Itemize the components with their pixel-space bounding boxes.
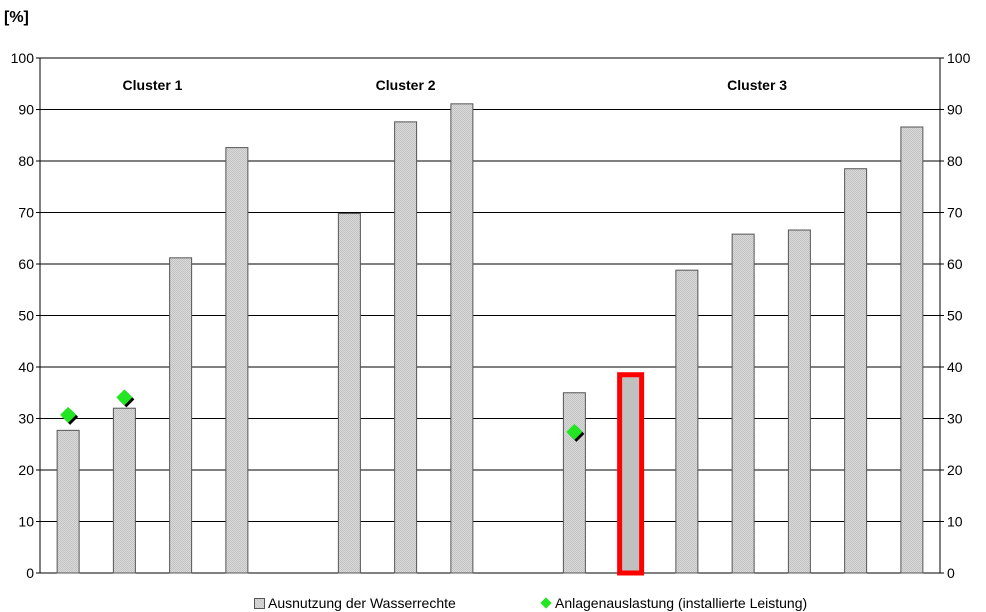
- cluster-label: Cluster 1: [123, 77, 183, 93]
- y-tick-label-left: 0: [26, 565, 34, 581]
- y-tick-label-right: 90: [947, 102, 963, 118]
- y-tick-label-left: 60: [18, 256, 34, 272]
- y-tick-label-right: 100: [947, 50, 971, 66]
- cluster-label: Cluster 2: [376, 77, 436, 93]
- y-tick-label-left: 10: [18, 514, 34, 530]
- y-tick-label-right: 70: [947, 205, 963, 221]
- bar: [562, 392, 586, 574]
- y-tick-label-right: 50: [947, 308, 963, 324]
- y-tick-label-left: 80: [18, 153, 34, 169]
- y-tick-label-left: 70: [18, 205, 34, 221]
- cluster-label: Cluster 3: [727, 77, 787, 93]
- bar-chart: 0 0 10 10 20 20 30 30 40 40 50 50 60 60 70 70 80 80 90 90 10…: [11, 50, 971, 581]
- bar: [675, 269, 699, 574]
- y-tick-label-right: 10: [947, 514, 963, 530]
- y-tick-label-left: 20: [18, 462, 34, 478]
- legend-item-diamonds: Anlagenauslastung (installierte Leistung…: [540, 595, 808, 611]
- legend-label-bars: Ausnutzung der Wasserrechte: [268, 595, 456, 611]
- bar: [225, 147, 249, 574]
- bar: [787, 229, 811, 574]
- diamond-marker: [566, 423, 583, 440]
- bar: [394, 121, 418, 574]
- y-axis-unit-label: [%]: [4, 9, 29, 26]
- y-tick-label-left: 30: [18, 411, 34, 427]
- diamond-marker: [60, 406, 77, 423]
- legend-bar-swatch: [254, 597, 265, 609]
- y-tick-label-right: 80: [947, 153, 963, 169]
- y-tick-label-left: 100: [11, 50, 35, 66]
- legend-item-bars: Ausnutzung der Wasserrechte: [254, 595, 456, 611]
- y-tick-label-left: 40: [18, 359, 34, 375]
- bar: [337, 213, 361, 574]
- bar: [56, 429, 80, 574]
- bar: [450, 103, 474, 574]
- bar: [900, 126, 924, 574]
- highlighted-bar: [617, 372, 645, 576]
- bar: [844, 168, 868, 574]
- y-tick-label-right: 20: [947, 462, 963, 478]
- y-tick-label-right: 40: [947, 359, 963, 375]
- y-tick-label-right: 60: [947, 256, 963, 272]
- diamond-marker: [116, 389, 133, 406]
- legend-label-diamonds: Anlagenauslastung (installierte Leistung…: [555, 595, 808, 611]
- bar: [169, 257, 193, 574]
- chart-legend: Ausnutzung der Wasserrechte Anlagenausla…: [0, 595, 986, 612]
- y-tick-label-right: 0: [947, 565, 955, 581]
- y-tick-label-left: 90: [18, 102, 34, 118]
- bar: [112, 407, 136, 574]
- bar: [731, 233, 755, 574]
- legend-diamond-swatch: [540, 597, 552, 609]
- y-tick-label-right: 30: [947, 411, 963, 427]
- y-tick-label-left: 50: [18, 308, 34, 324]
